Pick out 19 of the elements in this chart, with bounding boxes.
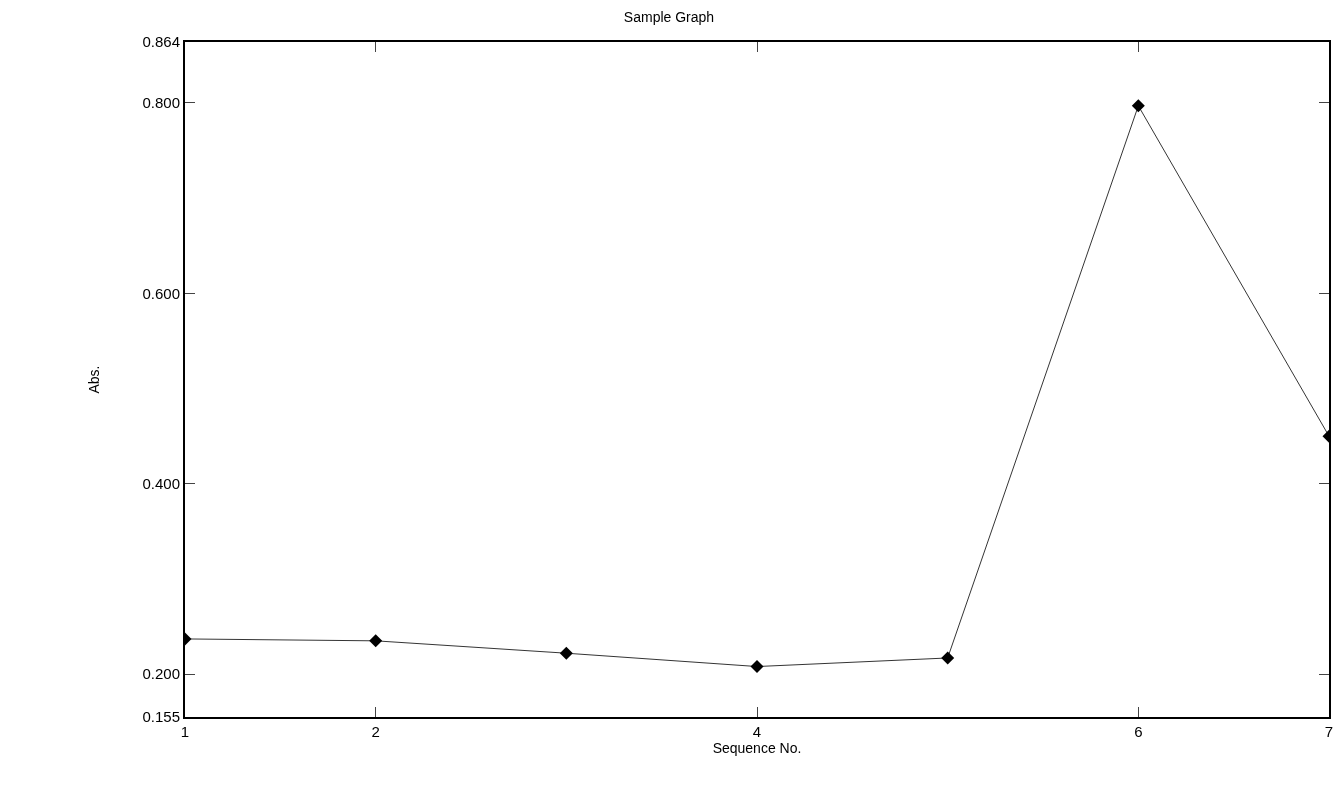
point — [559, 646, 573, 660]
y-tick-label: 0.864 — [142, 33, 180, 51]
x-tick-label: 6 — [1134, 723, 1143, 740]
y-tick-label: 0.800 — [142, 94, 180, 112]
point — [941, 651, 955, 665]
y-tick-label: 0.600 — [142, 284, 180, 302]
point — [369, 634, 383, 648]
y-tick-label: 0.200 — [142, 665, 180, 683]
x-tick-label: 4 — [752, 723, 762, 740]
point — [1131, 99, 1145, 113]
x-tick-label: 2 — [371, 723, 380, 740]
y-axis-title: Abs. — [85, 365, 102, 394]
x-axis-title: Sequence No. — [712, 740, 802, 756]
y-tick-label: 0.155 — [142, 708, 180, 726]
x-tick-label: 7 — [1324, 723, 1334, 740]
point — [750, 660, 764, 674]
x-tick-label: 1 — [180, 723, 190, 740]
chart-title: Sample Graph — [623, 8, 715, 25]
y-tick-label: 0.400 — [142, 475, 180, 492]
